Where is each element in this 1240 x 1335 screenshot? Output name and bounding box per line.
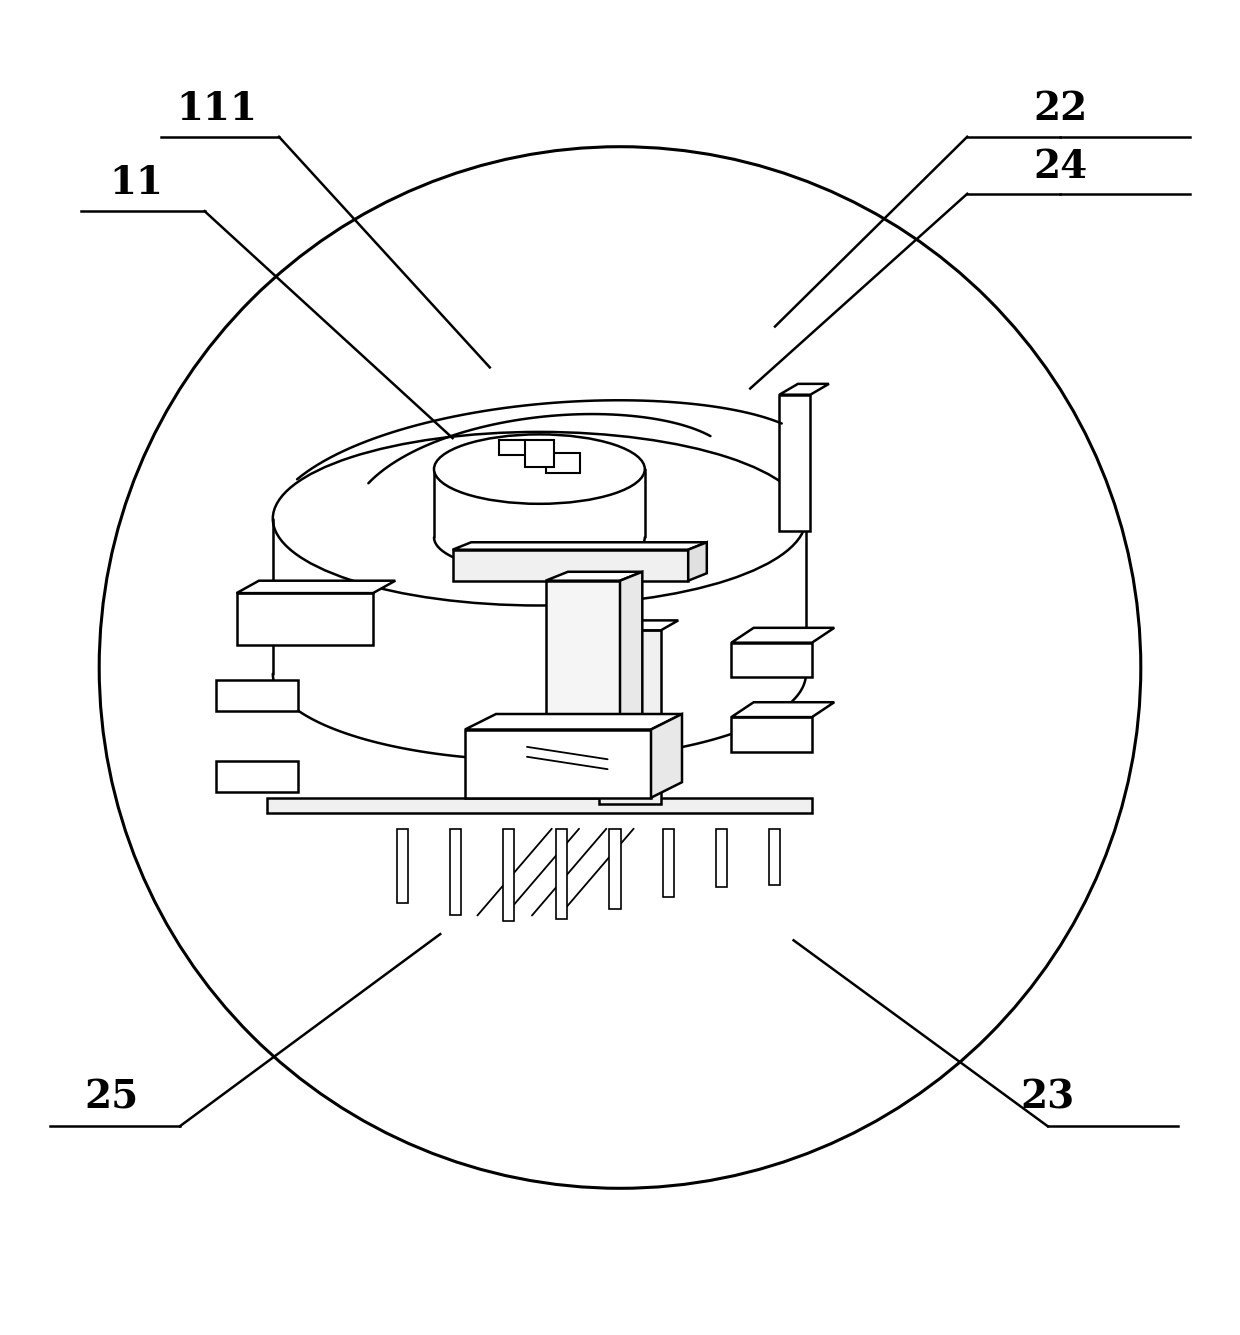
Polygon shape xyxy=(688,542,707,581)
Polygon shape xyxy=(525,441,554,467)
Ellipse shape xyxy=(273,433,806,606)
Polygon shape xyxy=(599,621,678,630)
Polygon shape xyxy=(780,395,811,531)
Polygon shape xyxy=(273,519,285,674)
Text: 111: 111 xyxy=(176,89,258,128)
Polygon shape xyxy=(216,680,298,712)
Polygon shape xyxy=(450,829,461,914)
Text: 22: 22 xyxy=(1033,89,1087,128)
Polygon shape xyxy=(557,829,568,920)
Polygon shape xyxy=(453,550,688,581)
Polygon shape xyxy=(546,571,642,581)
Polygon shape xyxy=(267,798,812,813)
Text: 25: 25 xyxy=(84,1079,139,1116)
Polygon shape xyxy=(769,829,780,885)
Polygon shape xyxy=(237,581,396,593)
Polygon shape xyxy=(732,702,835,717)
Text: 24: 24 xyxy=(1033,148,1087,187)
Polygon shape xyxy=(732,627,835,642)
Polygon shape xyxy=(546,581,620,742)
Polygon shape xyxy=(237,593,373,645)
Polygon shape xyxy=(216,761,298,792)
Polygon shape xyxy=(732,717,812,752)
Polygon shape xyxy=(780,384,830,395)
Polygon shape xyxy=(397,829,408,902)
Polygon shape xyxy=(273,519,806,761)
Polygon shape xyxy=(503,829,515,921)
Polygon shape xyxy=(599,630,661,804)
Polygon shape xyxy=(500,441,526,455)
Polygon shape xyxy=(662,829,673,897)
Polygon shape xyxy=(465,714,682,729)
Ellipse shape xyxy=(434,434,645,503)
Polygon shape xyxy=(651,714,682,798)
Polygon shape xyxy=(609,829,620,909)
Text: 11: 11 xyxy=(109,164,164,203)
Text: 23: 23 xyxy=(1021,1079,1075,1116)
Polygon shape xyxy=(546,453,579,473)
Polygon shape xyxy=(732,642,812,677)
Polygon shape xyxy=(453,542,707,550)
Polygon shape xyxy=(715,829,727,886)
Polygon shape xyxy=(620,571,642,742)
Polygon shape xyxy=(465,729,651,798)
